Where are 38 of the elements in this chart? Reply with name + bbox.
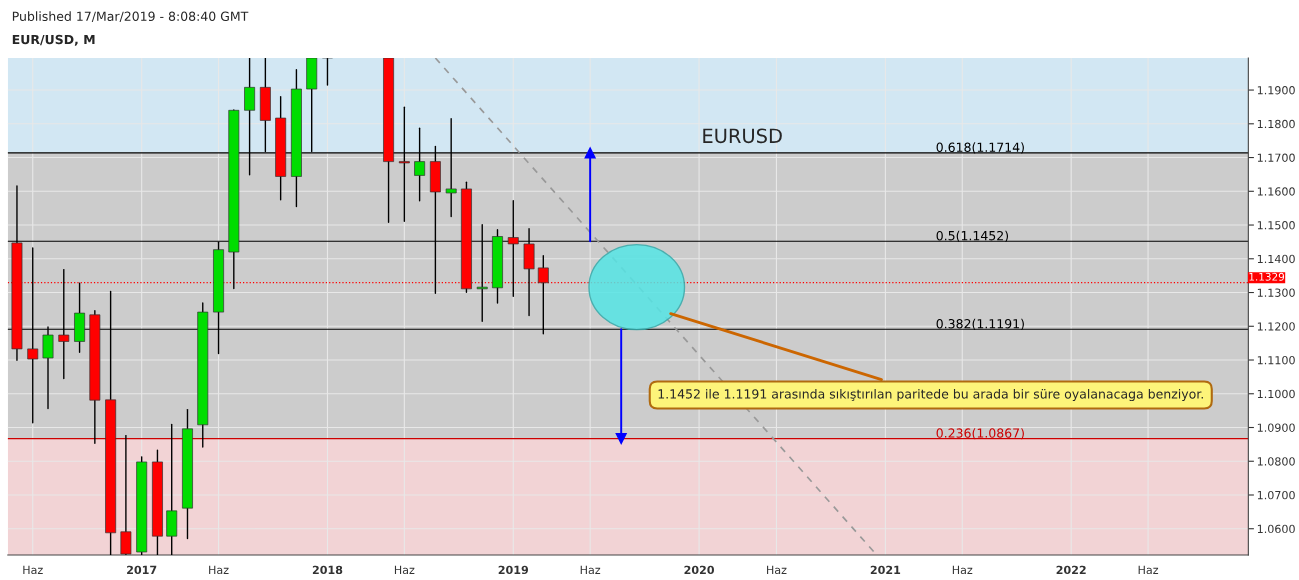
y-tick-label: 1.0900: [1257, 423, 1295, 432]
y-tick-label: 1.0700: [1257, 490, 1295, 500]
ref-line-label: 0.618(1.1714): [936, 142, 1024, 154]
y-tick-label: 1.1100: [1257, 355, 1295, 365]
x-tick-label: Haz: [23, 565, 43, 575]
x-tick-label: Haz: [1138, 565, 1159, 575]
x-tick-label: 2020: [684, 565, 715, 575]
annotation: 1.1452 ile 1.1191 arasında sıkıştırılan paritede bu arada bir süre oyalanacaga benziyor.: [658, 388, 1203, 402]
x-tick-label: Haz: [767, 565, 787, 575]
y-tick-label: 1.0800: [1257, 457, 1295, 466]
x-tick-label: Haz: [580, 565, 601, 575]
candlestick: [120, 434, 132, 556]
y-tick-label: 1.1500: [1257, 221, 1295, 230]
y-tick-label: 1.1300: [1257, 288, 1295, 297]
y-tick-label: 1.1600: [1257, 187, 1295, 196]
ref-line-label: 1.1329: [1249, 272, 1285, 281]
x-tick-label: Haz: [394, 565, 415, 575]
x-tick-label: 2017: [127, 565, 157, 575]
x-tick-label: Haz: [952, 565, 973, 575]
ref-line-label: 0.236(1.0867): [936, 428, 1024, 440]
x-tick-label: Haz: [209, 565, 229, 575]
ref-line-label: 0.382(1.1191): [936, 318, 1024, 330]
x-tick-label: 2019: [498, 565, 529, 575]
y-tick-label: 1.0600: [1257, 524, 1295, 534]
x-tick-label: 2022: [1056, 565, 1086, 575]
x-tick-label: 2021: [870, 565, 901, 575]
y-tick-label: 1.1200: [1257, 322, 1295, 331]
chart-subtitle: Published 17/Mar/2019 - 8:08:40 GMT: [12, 11, 249, 23]
annotation: EURUSD: [703, 128, 782, 144]
y-tick-label: 1.1000: [1257, 389, 1295, 399]
y-tick-label: 1.1700: [1257, 153, 1295, 162]
candlestick: [322, 58, 333, 86]
y-tick-label: 1.1900: [1257, 86, 1295, 95]
y-tick-label: 1.1800: [1257, 119, 1295, 129]
x-tick-label: 2018: [312, 565, 343, 575]
ref-line-label: 0.5(1.1452): [936, 230, 1009, 242]
chart-title: EUR/USD, M: [12, 34, 95, 46]
y-tick-label: 1.1400: [1257, 254, 1295, 264]
